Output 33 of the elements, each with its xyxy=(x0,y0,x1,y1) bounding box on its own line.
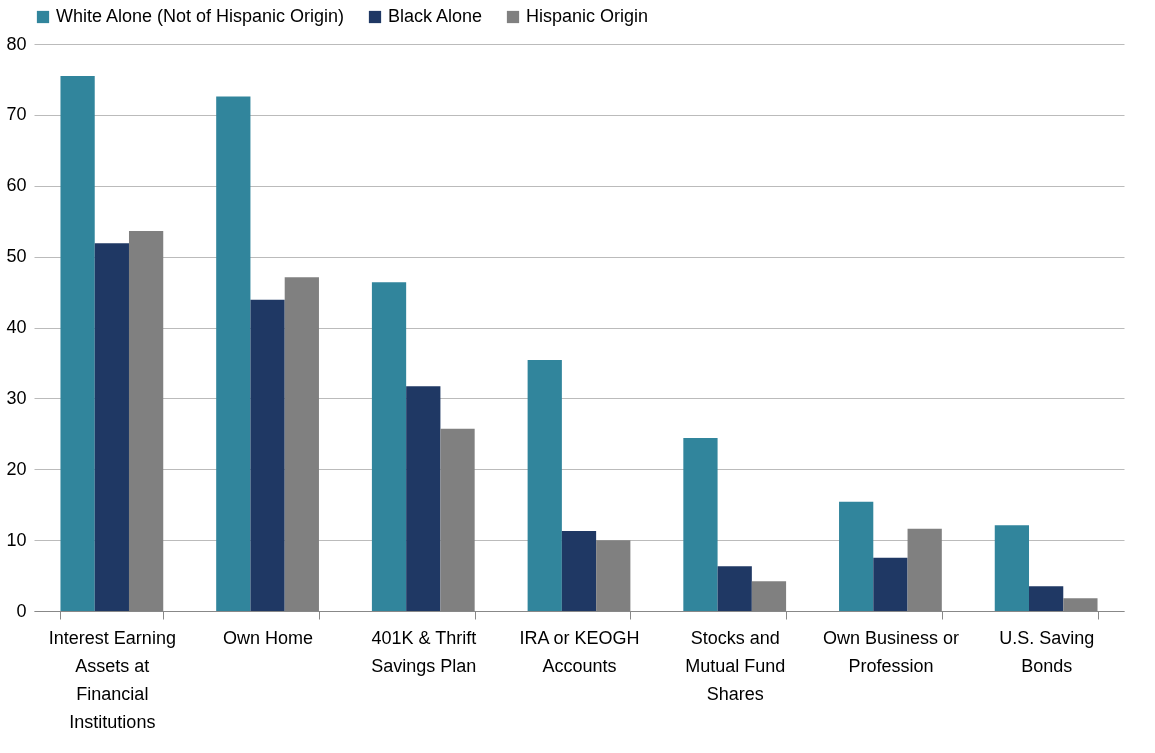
y-tick-label: 20 xyxy=(6,458,27,479)
y-tick-label: 0 xyxy=(16,600,27,621)
x-tick-label: IRA or KEOGH Accounts xyxy=(519,627,640,676)
x-tick-label: Stocks and Mutual Fund Shares xyxy=(685,627,786,704)
bar xyxy=(994,525,1030,611)
bar xyxy=(94,243,129,611)
bar xyxy=(1029,586,1064,611)
x-tick-label: 401K & Thrift Savings Plan xyxy=(371,627,477,676)
y-tick-label: 10 xyxy=(6,529,27,550)
bar xyxy=(873,557,908,611)
y-tick-label: 60 xyxy=(6,175,27,196)
x-tick-label: U.S. Saving Bonds xyxy=(999,627,1095,676)
bar xyxy=(839,501,874,611)
x-tick-label: Own Home xyxy=(223,627,314,648)
y-tick-label: 80 xyxy=(6,33,27,54)
bar xyxy=(216,96,251,611)
y-tick-label: 50 xyxy=(6,246,27,267)
bar xyxy=(250,299,285,611)
bar xyxy=(561,530,597,611)
legend-label: Hispanic Origin xyxy=(526,6,649,26)
bar xyxy=(60,75,95,611)
y-tick-label: 70 xyxy=(6,104,27,125)
bar xyxy=(371,282,407,611)
y-tick-label: 30 xyxy=(6,387,27,408)
bar xyxy=(527,360,562,611)
bar xyxy=(683,438,718,611)
legend-label: White Alone (Not of Hispanic Origin) xyxy=(56,6,345,26)
legend-label: Black Alone xyxy=(388,6,483,26)
bar xyxy=(406,386,441,611)
y-tick-label: 40 xyxy=(6,317,27,337)
x-tick-label: Own Business or Profession xyxy=(822,627,959,676)
bar xyxy=(717,566,752,611)
x-tick-label: Interest Earning Assets at Financial Institutions xyxy=(48,627,176,732)
